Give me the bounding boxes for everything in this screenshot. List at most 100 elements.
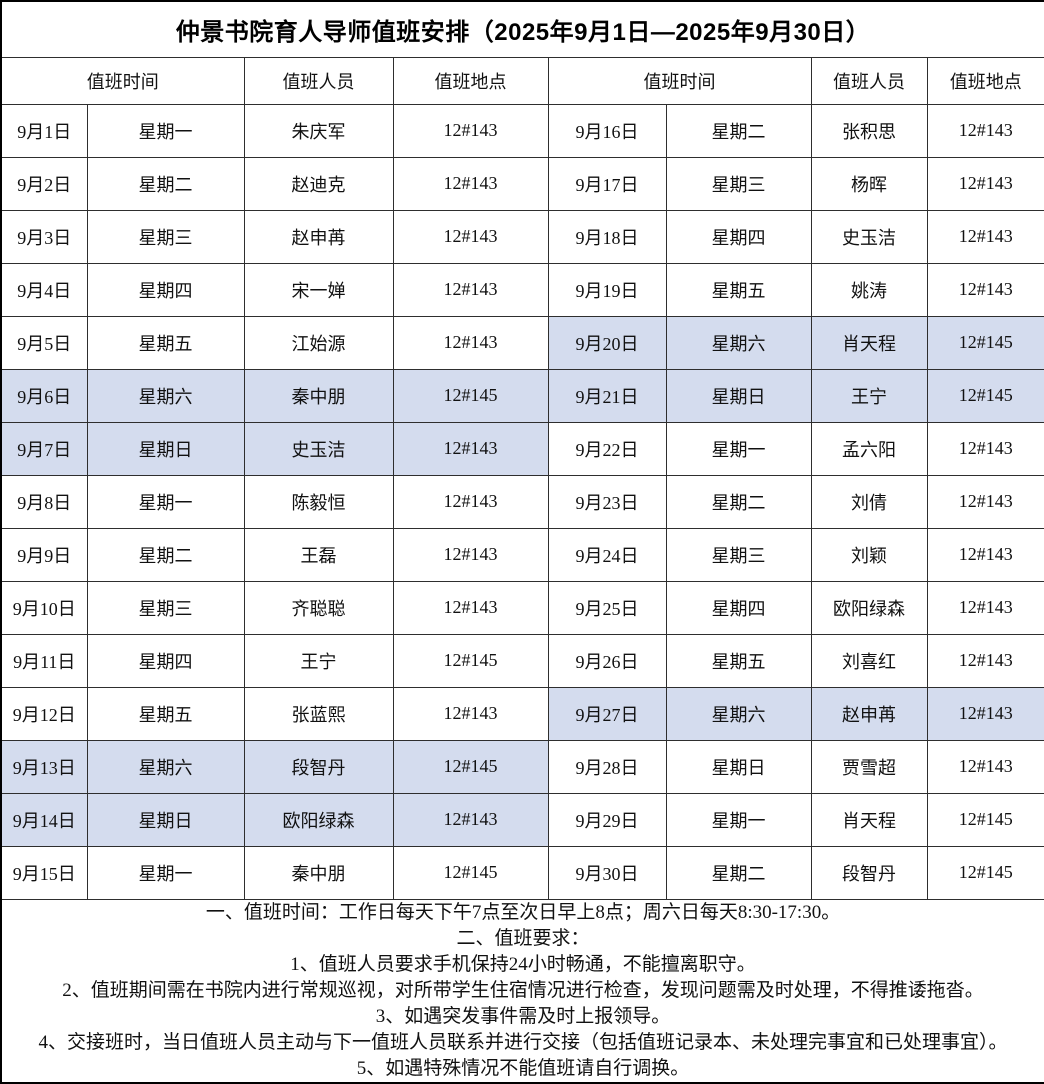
duty-date-cell: 9月22日	[547, 421, 667, 476]
duty-date-cell: 9月25日	[547, 580, 667, 635]
duty-date-cell: 9月9日	[0, 527, 88, 582]
table-row: 9月6日 星期六 秦中朋 12#145 9月21日 星期日 王宁 12#145	[0, 368, 1044, 423]
duty-location-cell: 12#145	[926, 845, 1044, 900]
header-duty-location-right: 值班地点	[926, 56, 1044, 105]
table-row: 9月4日 星期四 宋一婵 12#143 9月19日 星期五 姚涛 12#143	[0, 262, 1044, 317]
duty-person-cell: 孟六阳	[810, 421, 928, 476]
duty-weekday-cell: 星期五	[86, 686, 245, 741]
duty-person-cell: 杨晖	[810, 156, 928, 211]
duty-person-cell: 王宁	[810, 368, 928, 423]
duty-location-cell: 12#145	[392, 845, 549, 900]
duty-weekday-cell: 星期二	[665, 103, 812, 158]
schedule-body: 9月1日 星期一 朱庆军 12#143 9月16日 星期二 张积思 12#143 9月2日 星期二…	[0, 103, 1044, 900]
duty-person-cell: 贾雪超	[810, 739, 928, 794]
duty-person-cell: 朱庆军	[243, 103, 394, 158]
duty-person-cell: 段智丹	[243, 739, 394, 794]
duty-location-cell: 12#143	[392, 209, 549, 264]
duty-weekday-cell: 星期一	[86, 103, 245, 158]
duty-weekday-cell: 星期六	[665, 686, 812, 741]
duty-date-cell: 9月28日	[547, 739, 667, 794]
table-row: 9月12日 星期五 张蓝熙 12#143 9月27日 星期六 赵申苒 12#143	[0, 686, 1044, 741]
table-row: 9月13日 星期六 段智丹 12#145 9月28日 星期日 贾雪超 12#143	[0, 739, 1044, 794]
duty-person-cell: 段智丹	[810, 845, 928, 900]
table-row: 9月14日 星期日 欧阳绿森 12#143 9月29日 星期一 肖天程 12#145	[0, 792, 1044, 847]
duty-location-cell: 12#143	[392, 156, 549, 211]
duty-date-cell: 9月1日	[0, 103, 88, 158]
table-row: 9月11日 星期四 王宁 12#145 9月26日 星期五 刘喜红 12#143	[0, 633, 1044, 688]
duty-location-cell: 12#145	[926, 792, 1044, 847]
duty-person-cell: 赵申苒	[243, 209, 394, 264]
duty-weekday-cell: 星期五	[86, 315, 245, 370]
duty-weekday-cell: 星期二	[665, 845, 812, 900]
duty-date-cell: 9月3日	[0, 209, 88, 264]
duty-person-cell: 姚涛	[810, 262, 928, 317]
duty-person-cell: 陈毅恒	[243, 474, 394, 529]
duty-date-cell: 9月8日	[0, 474, 88, 529]
duty-person-cell: 欧阳绿森	[810, 580, 928, 635]
duty-weekday-cell: 星期六	[86, 739, 245, 794]
header-duty-location-left: 值班地点	[392, 56, 549, 105]
duty-weekday-cell: 星期二	[665, 474, 812, 529]
duty-location-cell: 12#143	[392, 580, 549, 635]
duty-location-cell: 12#143	[926, 421, 1044, 476]
duty-date-cell: 9月15日	[0, 845, 88, 900]
duty-location-cell: 12#145	[392, 633, 549, 688]
table-row: 9月7日 星期日 史玉洁 12#143 9月22日 星期一 孟六阳 12#143	[0, 421, 1044, 476]
duty-location-cell: 12#143	[926, 527, 1044, 582]
duty-location-cell: 12#143	[392, 686, 549, 741]
duty-weekday-cell: 星期三	[665, 527, 812, 582]
duty-weekday-cell: 星期四	[86, 633, 245, 688]
table-row: 9月15日 星期一 秦中朋 12#145 9月30日 星期二 段智丹 12#145	[0, 845, 1044, 900]
duty-weekday-cell: 星期日	[665, 739, 812, 794]
duty-person-cell: 刘倩	[810, 474, 928, 529]
duty-weekday-cell: 星期四	[665, 209, 812, 264]
duty-weekday-cell: 星期六	[86, 368, 245, 423]
duty-person-cell: 秦中朋	[243, 368, 394, 423]
duty-location-cell: 12#143	[926, 103, 1044, 158]
duty-date-cell: 9月30日	[547, 845, 667, 900]
duty-date-cell: 9月18日	[547, 209, 667, 264]
duty-weekday-cell: 星期日	[86, 421, 245, 476]
duty-date-cell: 9月21日	[547, 368, 667, 423]
duty-location-cell: 12#145	[392, 739, 549, 794]
duty-location-cell: 12#143	[926, 474, 1044, 529]
note-line: 二、值班要求：	[456, 927, 590, 949]
duty-location-cell: 12#143	[392, 315, 549, 370]
duty-location-cell: 12#143	[926, 209, 1044, 264]
duty-date-cell: 9月7日	[0, 421, 88, 476]
duty-person-cell: 秦中朋	[243, 845, 394, 900]
duty-location-cell: 12#143	[392, 262, 549, 317]
duty-location-cell: 12#143	[926, 686, 1044, 741]
duty-weekday-cell: 星期一	[86, 845, 245, 900]
page-title: 仲景书院育人导师值班安排（2025年9月1日—2025年9月30日）	[0, 0, 1044, 58]
table-row: 9月10日 星期三 齐聪聪 12#143 9月25日 星期四 欧阳绿森 12#143	[0, 580, 1044, 635]
duty-date-cell: 9月6日	[0, 368, 88, 423]
header-duty-person-right: 值班人员	[810, 56, 928, 105]
duty-date-cell: 9月19日	[547, 262, 667, 317]
table-row: 9月2日 星期二 赵迪克 12#143 9月17日 星期三 杨晖 12#143	[0, 156, 1044, 211]
table-row: 9月9日 星期二 王磊 12#143 9月24日 星期三 刘颖 12#143	[0, 527, 1044, 582]
duty-person-cell: 齐聪聪	[243, 580, 394, 635]
duty-person-cell: 张积思	[810, 103, 928, 158]
duty-date-cell: 9月23日	[547, 474, 667, 529]
duty-person-cell: 肖天程	[810, 315, 928, 370]
duty-person-cell: 赵申苒	[810, 686, 928, 741]
column-header-row: 值班时间 值班人员 值班地点 值班时间 值班人员 值班地点	[0, 56, 1044, 105]
duty-date-cell: 9月12日	[0, 686, 88, 741]
duty-location-cell: 12#143	[926, 262, 1044, 317]
title-row: 仲景书院育人导师值班安排（2025年9月1日—2025年9月30日）	[0, 0, 1044, 58]
duty-date-cell: 9月11日	[0, 633, 88, 688]
header-duty-time-left: 值班时间	[0, 56, 245, 105]
duty-weekday-cell: 星期六	[665, 315, 812, 370]
note-line: 一、值班时间：工作日每天下午7点至次日早上8点；周六日每天8:30-17:30。	[205, 901, 841, 923]
table-row: 9月1日 星期一 朱庆军 12#143 9月16日 星期二 张积思 12#143	[0, 103, 1044, 158]
notes-row: 一、值班时间：工作日每天下午7点至次日早上8点；周六日每天8:30-17:30。…	[0, 898, 1044, 1083]
duty-location-cell: 12#145	[926, 368, 1044, 423]
duty-date-cell: 9月5日	[0, 315, 88, 370]
duty-location-cell: 12#143	[926, 156, 1044, 211]
header-duty-person-left: 值班人员	[243, 56, 394, 105]
duty-weekday-cell: 星期四	[665, 580, 812, 635]
duty-weekday-cell: 星期五	[665, 262, 812, 317]
duty-person-cell: 刘颖	[810, 527, 928, 582]
